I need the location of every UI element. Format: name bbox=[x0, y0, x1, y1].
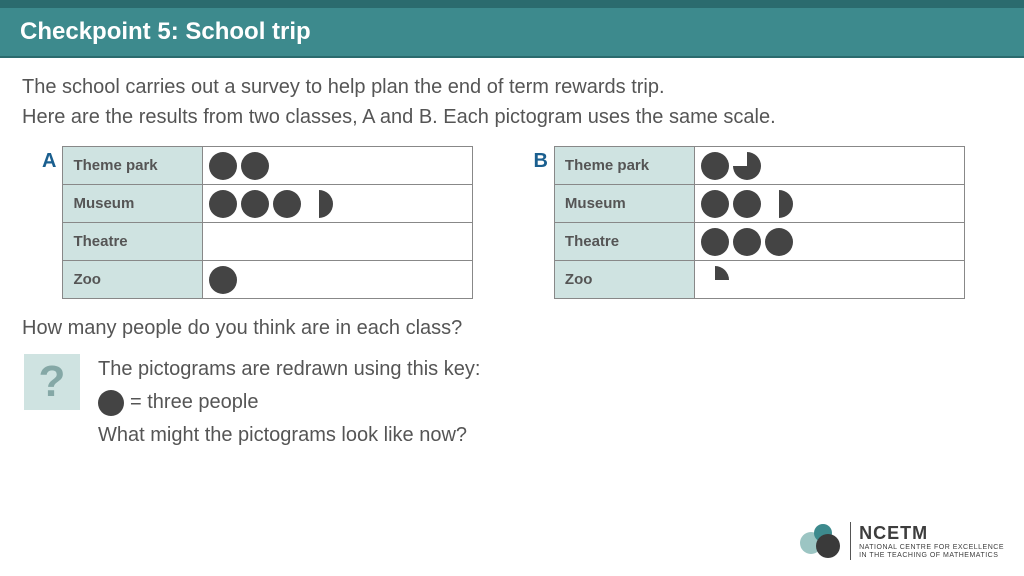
header-stripe bbox=[0, 0, 1024, 8]
table-row: Zoo bbox=[63, 261, 473, 299]
table-row: Zoo bbox=[554, 261, 964, 299]
key-text: = three people bbox=[130, 387, 258, 418]
pictogram-label: B bbox=[533, 146, 547, 173]
extension-block: ? The pictograms are redrawn using this … bbox=[24, 354, 1002, 451]
logo-mark-icon bbox=[800, 524, 842, 558]
value-cell bbox=[694, 147, 964, 185]
extension-text: The pictograms are redrawn using this ke… bbox=[98, 354, 480, 451]
category-cell: Museum bbox=[554, 185, 694, 223]
extension-key: = three people bbox=[98, 387, 480, 418]
value-cell bbox=[203, 147, 473, 185]
extension-line-2: What might the pictograms look like now? bbox=[98, 420, 480, 451]
category-cell: Zoo bbox=[63, 261, 203, 299]
pictogram-block: B Theme parkMuseumTheatreZoo bbox=[533, 146, 964, 299]
question-mark-icon: ? bbox=[24, 354, 80, 410]
value-cell bbox=[694, 223, 964, 261]
table-row: Theme park bbox=[63, 147, 473, 185]
category-cell: Theme park bbox=[554, 147, 694, 185]
logo-text: NCETM NATIONAL CENTRE FOR EXCELLENCE IN … bbox=[859, 523, 1004, 559]
pictogram-table: Theme parkMuseumTheatreZoo bbox=[554, 146, 965, 299]
page-title: Checkpoint 5: School trip bbox=[0, 8, 1024, 58]
category-cell: Theatre bbox=[554, 223, 694, 261]
value-cell bbox=[694, 185, 964, 223]
logo-line-1: NATIONAL CENTRE FOR EXCELLENCE bbox=[859, 544, 1004, 552]
table-row: Museum bbox=[554, 185, 964, 223]
value-cell bbox=[203, 261, 473, 299]
value-cell bbox=[694, 261, 964, 299]
intro-line-2: Here are the results from two classes, A… bbox=[22, 102, 1002, 132]
extension-line-1: The pictograms are redrawn using this ke… bbox=[98, 354, 480, 385]
intro-line-1: The school carries out a survey to help … bbox=[22, 72, 1002, 102]
category-cell: Theatre bbox=[63, 223, 203, 261]
logo-acronym: NCETM bbox=[859, 523, 1004, 544]
value-cell bbox=[203, 223, 473, 261]
category-cell: Theme park bbox=[63, 147, 203, 185]
category-cell: Zoo bbox=[554, 261, 694, 299]
pictogram-table: Theme parkMuseumTheatreZoo bbox=[62, 146, 473, 299]
ncetm-logo: NCETM NATIONAL CENTRE FOR EXCELLENCE IN … bbox=[800, 522, 1004, 560]
table-row: Theatre bbox=[63, 223, 473, 261]
value-cell bbox=[203, 185, 473, 223]
logo-line-2: IN THE TEACHING OF MATHEMATICS bbox=[859, 552, 1004, 560]
pictogram-label: A bbox=[42, 146, 56, 173]
content-area: The school carries out a survey to help … bbox=[0, 58, 1024, 451]
question-1: How many people do you think are in each… bbox=[22, 317, 1002, 340]
table-row: Theatre bbox=[554, 223, 964, 261]
table-row: Museum bbox=[63, 185, 473, 223]
intro-text: The school carries out a survey to help … bbox=[22, 72, 1002, 132]
pictogram-row: ATheme parkMuseumTheatreZooBTheme parkMu… bbox=[42, 146, 982, 299]
pictogram-block: ATheme parkMuseumTheatreZoo bbox=[42, 146, 473, 299]
logo-divider bbox=[850, 522, 851, 560]
category-cell: Museum bbox=[63, 185, 203, 223]
table-row: Theme park bbox=[554, 147, 964, 185]
key-circle-icon bbox=[98, 390, 124, 416]
